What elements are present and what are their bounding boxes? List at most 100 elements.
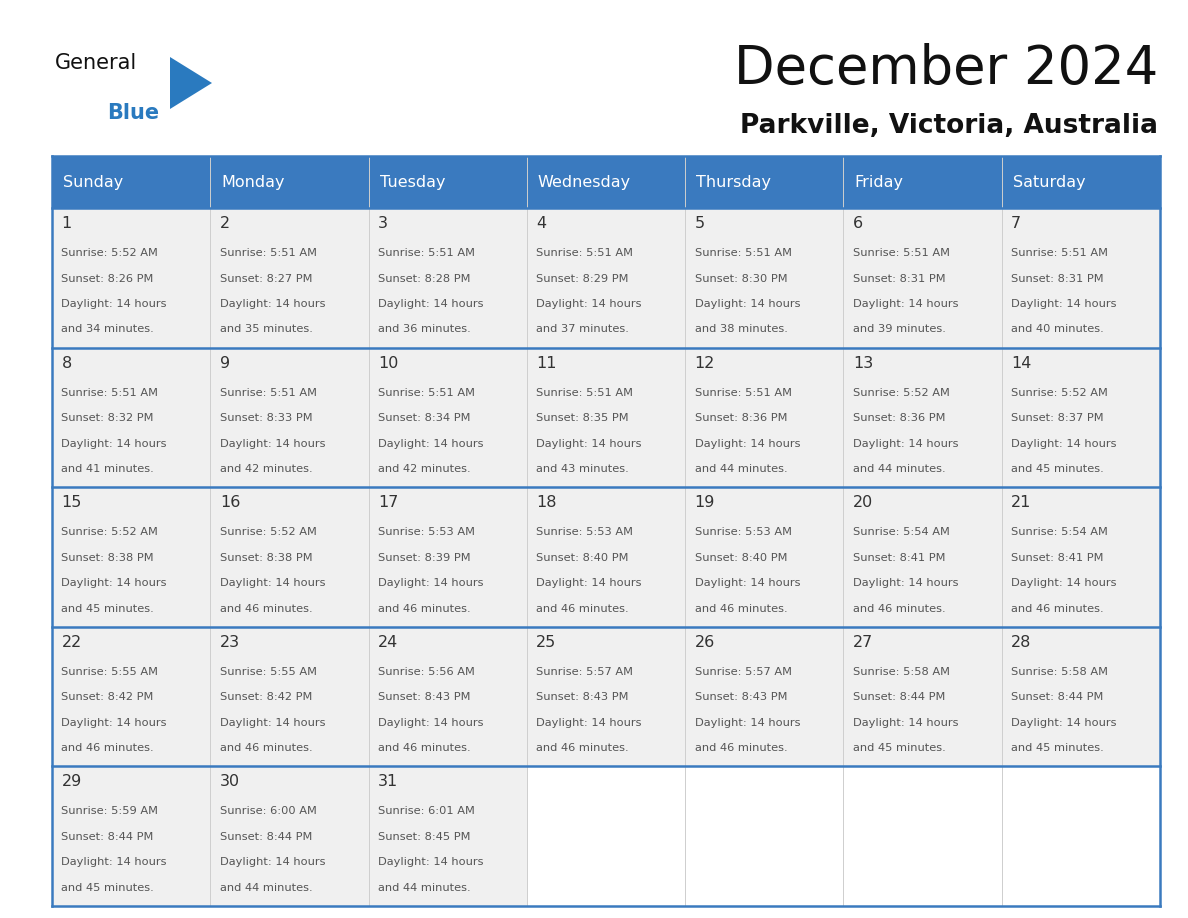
Bar bbox=[52, 627, 210, 767]
Text: Sunrise: 5:52 AM: Sunrise: 5:52 AM bbox=[62, 248, 158, 258]
Text: 11: 11 bbox=[536, 355, 557, 371]
Text: 4: 4 bbox=[536, 216, 546, 231]
Text: Parkville, Victoria, Australia: Parkville, Victoria, Australia bbox=[740, 113, 1158, 139]
Text: Blue: Blue bbox=[107, 103, 159, 123]
Text: and 43 minutes.: and 43 minutes. bbox=[536, 465, 630, 474]
Bar bbox=[1001, 348, 1159, 487]
Text: Daylight: 14 hours: Daylight: 14 hours bbox=[378, 718, 484, 728]
Text: Sunset: 8:42 PM: Sunset: 8:42 PM bbox=[220, 692, 312, 702]
Text: Daylight: 14 hours: Daylight: 14 hours bbox=[1011, 718, 1117, 728]
Text: and 46 minutes.: and 46 minutes. bbox=[220, 604, 312, 614]
Text: 16: 16 bbox=[220, 495, 240, 510]
Text: Sunrise: 5:51 AM: Sunrise: 5:51 AM bbox=[378, 387, 475, 397]
Text: Daylight: 14 hours: Daylight: 14 hours bbox=[536, 718, 642, 728]
Text: Sunrise: 5:57 AM: Sunrise: 5:57 AM bbox=[536, 666, 633, 677]
Bar bbox=[368, 348, 526, 487]
Bar bbox=[368, 156, 526, 208]
Text: Sunset: 8:38 PM: Sunset: 8:38 PM bbox=[220, 553, 312, 563]
Text: and 45 minutes.: and 45 minutes. bbox=[853, 744, 946, 754]
Text: 1: 1 bbox=[62, 216, 71, 231]
Text: 28: 28 bbox=[1011, 635, 1031, 650]
Text: and 44 minutes.: and 44 minutes. bbox=[378, 883, 470, 893]
Text: and 35 minutes.: and 35 minutes. bbox=[220, 324, 312, 334]
Text: and 42 minutes.: and 42 minutes. bbox=[378, 465, 470, 474]
Bar bbox=[526, 348, 685, 487]
Text: Sunset: 8:26 PM: Sunset: 8:26 PM bbox=[62, 274, 154, 284]
Text: Daylight: 14 hours: Daylight: 14 hours bbox=[220, 857, 326, 868]
Polygon shape bbox=[170, 57, 211, 109]
Bar bbox=[526, 487, 685, 627]
Text: Daylight: 14 hours: Daylight: 14 hours bbox=[62, 857, 168, 868]
Bar bbox=[843, 487, 1001, 627]
Text: Sunset: 8:44 PM: Sunset: 8:44 PM bbox=[220, 832, 312, 842]
Text: Sunrise: 5:51 AM: Sunrise: 5:51 AM bbox=[220, 387, 317, 397]
Text: Thursday: Thursday bbox=[696, 174, 771, 189]
Text: Sunset: 8:41 PM: Sunset: 8:41 PM bbox=[1011, 553, 1104, 563]
Text: Daylight: 14 hours: Daylight: 14 hours bbox=[536, 439, 642, 449]
Text: Sunset: 8:36 PM: Sunset: 8:36 PM bbox=[853, 413, 946, 423]
Text: Sunrise: 5:51 AM: Sunrise: 5:51 AM bbox=[695, 248, 791, 258]
Text: 26: 26 bbox=[695, 635, 715, 650]
Text: General: General bbox=[55, 53, 138, 73]
Text: 25: 25 bbox=[536, 635, 557, 650]
Text: Sunrise: 5:54 AM: Sunrise: 5:54 AM bbox=[1011, 527, 1108, 537]
Text: Daylight: 14 hours: Daylight: 14 hours bbox=[62, 439, 168, 449]
Text: and 46 minutes.: and 46 minutes. bbox=[62, 744, 154, 754]
Bar bbox=[843, 156, 1001, 208]
Text: Daylight: 14 hours: Daylight: 14 hours bbox=[378, 857, 484, 868]
Text: Daylight: 14 hours: Daylight: 14 hours bbox=[62, 578, 168, 588]
Text: 23: 23 bbox=[220, 635, 240, 650]
Text: Sunset: 8:29 PM: Sunset: 8:29 PM bbox=[536, 274, 628, 284]
Text: Sunrise: 5:52 AM: Sunrise: 5:52 AM bbox=[220, 527, 317, 537]
Bar bbox=[1001, 487, 1159, 627]
Text: Sunset: 8:35 PM: Sunset: 8:35 PM bbox=[536, 413, 628, 423]
Text: Sunset: 8:30 PM: Sunset: 8:30 PM bbox=[695, 274, 788, 284]
Text: Sunrise: 5:56 AM: Sunrise: 5:56 AM bbox=[378, 666, 475, 677]
Text: Daylight: 14 hours: Daylight: 14 hours bbox=[220, 439, 326, 449]
Text: December 2024: December 2024 bbox=[734, 43, 1158, 95]
Bar bbox=[52, 156, 210, 208]
Text: 30: 30 bbox=[220, 775, 240, 789]
Text: Sunset: 8:42 PM: Sunset: 8:42 PM bbox=[62, 692, 154, 702]
Text: Daylight: 14 hours: Daylight: 14 hours bbox=[1011, 299, 1117, 309]
Text: Sunset: 8:44 PM: Sunset: 8:44 PM bbox=[62, 832, 154, 842]
Bar bbox=[52, 767, 210, 906]
Text: Sunrise: 5:53 AM: Sunrise: 5:53 AM bbox=[378, 527, 475, 537]
Bar bbox=[1001, 627, 1159, 767]
Text: 2: 2 bbox=[220, 216, 230, 231]
Text: and 44 minutes.: and 44 minutes. bbox=[853, 465, 946, 474]
Text: Sunrise: 5:51 AM: Sunrise: 5:51 AM bbox=[62, 387, 158, 397]
Text: Saturday: Saturday bbox=[1013, 174, 1086, 189]
Text: Sunrise: 5:53 AM: Sunrise: 5:53 AM bbox=[536, 527, 633, 537]
Text: 27: 27 bbox=[853, 635, 873, 650]
Text: and 46 minutes.: and 46 minutes. bbox=[1011, 604, 1104, 614]
Text: Sunrise: 5:51 AM: Sunrise: 5:51 AM bbox=[1011, 248, 1108, 258]
Text: and 39 minutes.: and 39 minutes. bbox=[853, 324, 946, 334]
Text: Daylight: 14 hours: Daylight: 14 hours bbox=[695, 439, 801, 449]
Text: 12: 12 bbox=[695, 355, 715, 371]
Text: Daylight: 14 hours: Daylight: 14 hours bbox=[536, 578, 642, 588]
Bar bbox=[368, 487, 526, 627]
Text: Daylight: 14 hours: Daylight: 14 hours bbox=[62, 299, 168, 309]
Text: Sunrise: 5:58 AM: Sunrise: 5:58 AM bbox=[1011, 666, 1108, 677]
Bar bbox=[52, 208, 210, 348]
Text: and 45 minutes.: and 45 minutes. bbox=[62, 883, 154, 893]
Text: and 46 minutes.: and 46 minutes. bbox=[220, 744, 312, 754]
Text: Daylight: 14 hours: Daylight: 14 hours bbox=[220, 578, 326, 588]
Bar bbox=[52, 487, 210, 627]
Text: and 46 minutes.: and 46 minutes. bbox=[536, 604, 628, 614]
Text: 5: 5 bbox=[695, 216, 704, 231]
Text: Sunset: 8:41 PM: Sunset: 8:41 PM bbox=[853, 553, 946, 563]
Text: Sunrise: 5:58 AM: Sunrise: 5:58 AM bbox=[853, 666, 950, 677]
Bar bbox=[52, 348, 210, 487]
Text: and 41 minutes.: and 41 minutes. bbox=[62, 465, 154, 474]
Bar bbox=[843, 208, 1001, 348]
Text: Daylight: 14 hours: Daylight: 14 hours bbox=[1011, 439, 1117, 449]
Text: Daylight: 14 hours: Daylight: 14 hours bbox=[220, 718, 326, 728]
Bar bbox=[210, 156, 368, 208]
Text: Sunset: 8:43 PM: Sunset: 8:43 PM bbox=[536, 692, 628, 702]
Text: Sunrise: 5:55 AM: Sunrise: 5:55 AM bbox=[62, 666, 158, 677]
Text: 13: 13 bbox=[853, 355, 873, 371]
Text: Sunset: 8:43 PM: Sunset: 8:43 PM bbox=[378, 692, 470, 702]
Text: Daylight: 14 hours: Daylight: 14 hours bbox=[1011, 578, 1117, 588]
